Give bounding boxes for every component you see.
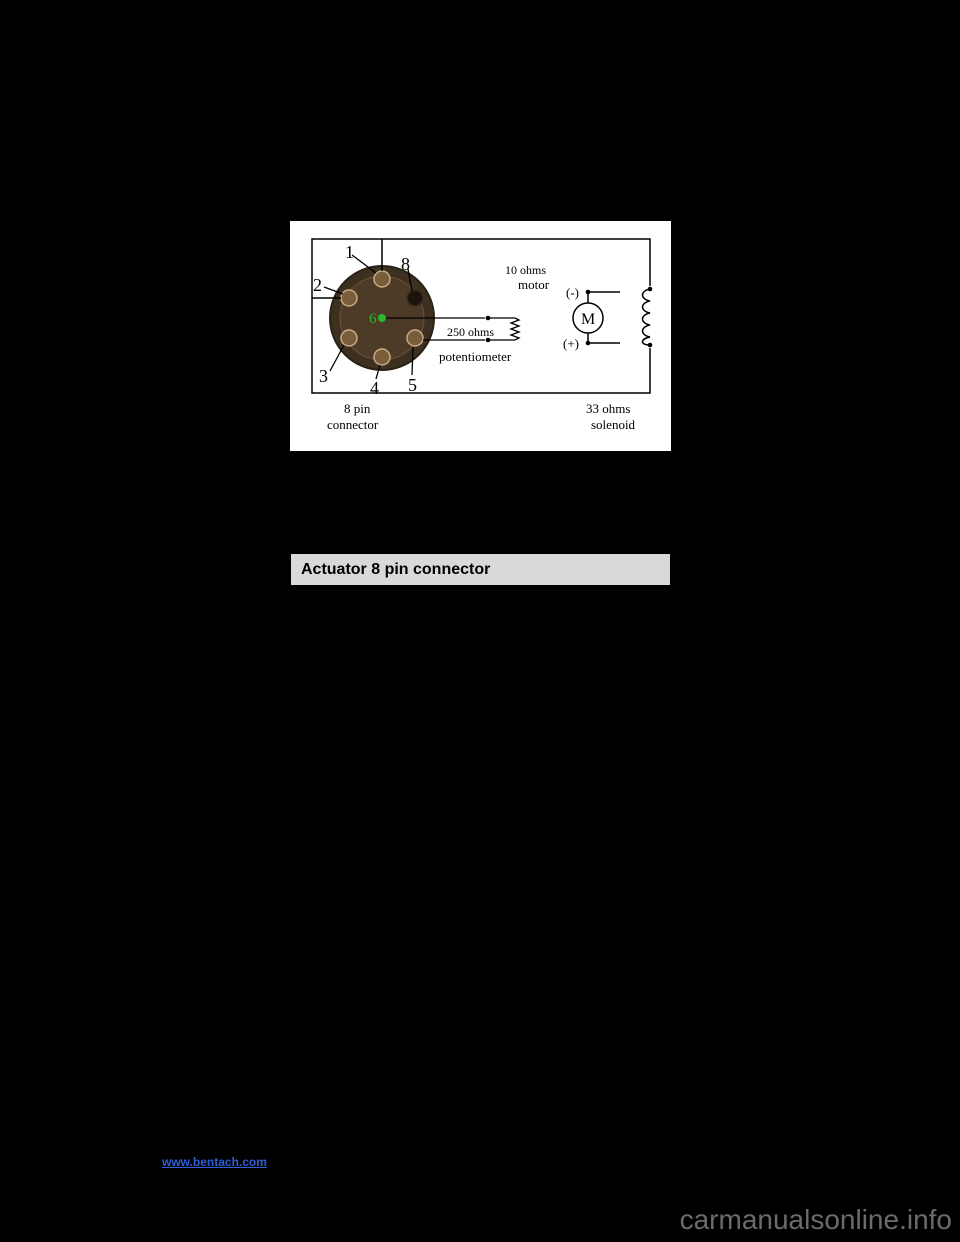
motor-minus: (-) <box>566 285 579 300</box>
footer-link[interactable]: www.bentach.com <box>162 1153 267 1171</box>
pot-ohms-label: 250 ohms <box>447 325 494 339</box>
title-bar: Actuator 8 pin connector <box>290 553 671 586</box>
pin-label-6: 6 <box>369 311 377 327</box>
watermark: carmanualsonline.info <box>680 1204 952 1236</box>
pin-label-5: 5 <box>408 375 417 395</box>
pin-label-2: 2 <box>313 275 322 295</box>
pin-label-1: 1 <box>345 242 354 262</box>
link-text[interactable]: www.bentach.com <box>162 1155 267 1169</box>
pin-label-4: 4 <box>370 378 379 398</box>
connector-label-1: 8 pin <box>344 401 371 416</box>
solenoid-label: solenoid <box>591 417 636 432</box>
circuit-diagram: 1 2 3 4 5 8 6 250 ohms potentiometer 10 … <box>290 221 671 451</box>
motor-plus: (+) <box>563 336 579 351</box>
motor-ohms-label: 10 ohms <box>505 263 546 277</box>
motor-m: M <box>581 311 595 328</box>
connector-label-2: connector <box>327 417 379 432</box>
diagram-svg: 1 2 3 4 5 8 6 250 ohms potentiometer 10 … <box>290 221 671 451</box>
pin-label-3: 3 <box>319 366 328 386</box>
title-text: Actuator 8 pin connector <box>301 561 490 579</box>
solenoid-ohms: 33 ohms <box>586 401 630 416</box>
pot-label: potentiometer <box>439 349 512 364</box>
motor-label: motor <box>518 277 550 292</box>
